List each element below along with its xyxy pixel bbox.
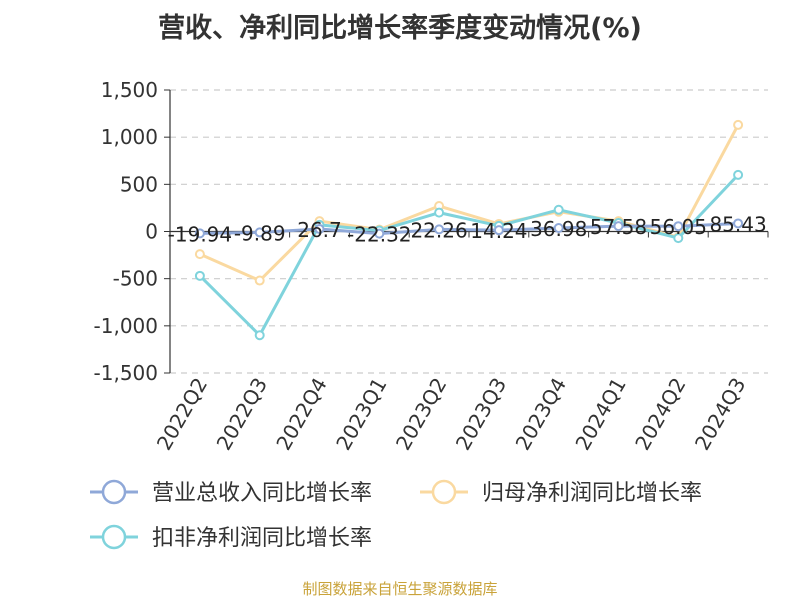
data-label: 14.24 xyxy=(470,219,527,243)
data-point[interactable] xyxy=(553,204,564,215)
data-point[interactable] xyxy=(314,223,325,234)
data-point[interactable] xyxy=(194,270,205,281)
data-point[interactable] xyxy=(194,249,205,260)
y-tick-label: 1,500 xyxy=(101,78,158,102)
grid xyxy=(170,89,768,374)
data-point[interactable] xyxy=(194,228,205,239)
data-point[interactable] xyxy=(254,227,265,238)
data-point[interactable] xyxy=(254,275,265,286)
x-tick-label: 2024Q2 xyxy=(630,374,690,455)
x-tick-label: 2022Q3 xyxy=(212,374,272,455)
data-point[interactable] xyxy=(673,221,684,232)
legend-label: 营业总收入同比增长率 xyxy=(152,481,372,506)
x-tick-label: 2022Q4 xyxy=(271,374,331,455)
legend-marker xyxy=(101,524,127,550)
y-tick-label: 0 xyxy=(145,220,158,244)
x-tick-label: 2023Q3 xyxy=(451,374,511,455)
legend-item[interactable]: 营业总收入同比增长率 xyxy=(90,479,372,506)
data-label: 56.05 xyxy=(650,215,707,239)
legend-marker xyxy=(101,479,127,505)
data-point[interactable] xyxy=(733,218,744,229)
x-tick-label: 2023Q2 xyxy=(391,373,451,454)
y-tick-label: 500 xyxy=(120,172,158,196)
data-point[interactable] xyxy=(553,223,564,234)
data-label: -22.32 xyxy=(347,223,411,247)
x-axis: 2022Q2 2022Q3 2022Q4 2023Q1 2023Q2 2023Q3 2023… xyxy=(152,230,769,455)
x-tick-label: 2024Q1 xyxy=(570,374,630,455)
y-tick-label: 1,000 xyxy=(101,125,158,149)
series-group xyxy=(194,119,744,341)
legend-marker xyxy=(431,479,457,505)
data-point[interactable] xyxy=(493,225,504,236)
data-point[interactable] xyxy=(733,169,744,180)
series-line xyxy=(199,221,739,236)
data-label: 57.58 xyxy=(590,215,647,239)
legend-item[interactable]: 归母净利润同比增长率 xyxy=(420,479,702,506)
y-tick-label: -500 xyxy=(113,267,158,291)
data-label: -9.89 xyxy=(234,221,286,245)
chart-title: 营收、净利同比增长率季度变动情况(%) xyxy=(158,13,642,44)
legend-label: 扣非净利润同比增长率 xyxy=(152,526,372,551)
legend-label: 归母净利润同比增长率 xyxy=(482,481,702,506)
data-label: 22.26 xyxy=(410,218,467,242)
source-note: 制图数据来自恒生聚源数据库 xyxy=(302,580,498,598)
y-tick-label: -1,500 xyxy=(94,361,158,385)
legend-item[interactable]: 扣非净利润同比增长率 xyxy=(90,524,372,551)
data-label: -19.94 xyxy=(168,222,232,246)
series-line xyxy=(198,173,740,337)
x-tick-label: 2024Q3 xyxy=(690,374,750,455)
y-axis: 1,500 1,000 500 0 -500 -1,000 -1,500 xyxy=(94,78,171,385)
data-point[interactable] xyxy=(374,228,385,239)
data-label: 36.98 xyxy=(530,217,587,241)
data-point[interactable] xyxy=(434,207,445,218)
data-label: 26.7 xyxy=(297,218,342,242)
x-tick-label: 2023Q4 xyxy=(511,374,571,455)
x-tick-label: 2022Q2 xyxy=(152,374,212,455)
data-point[interactable] xyxy=(434,224,445,235)
x-tick-label: 2023Q1 xyxy=(331,374,391,455)
data-label: 85.43 xyxy=(709,212,766,236)
data-point[interactable] xyxy=(673,233,684,244)
data-point[interactable] xyxy=(733,119,744,130)
y-tick-label: -1,000 xyxy=(94,314,158,338)
data-point[interactable] xyxy=(254,330,265,341)
series-line xyxy=(199,124,740,283)
data-point[interactable] xyxy=(613,221,624,232)
